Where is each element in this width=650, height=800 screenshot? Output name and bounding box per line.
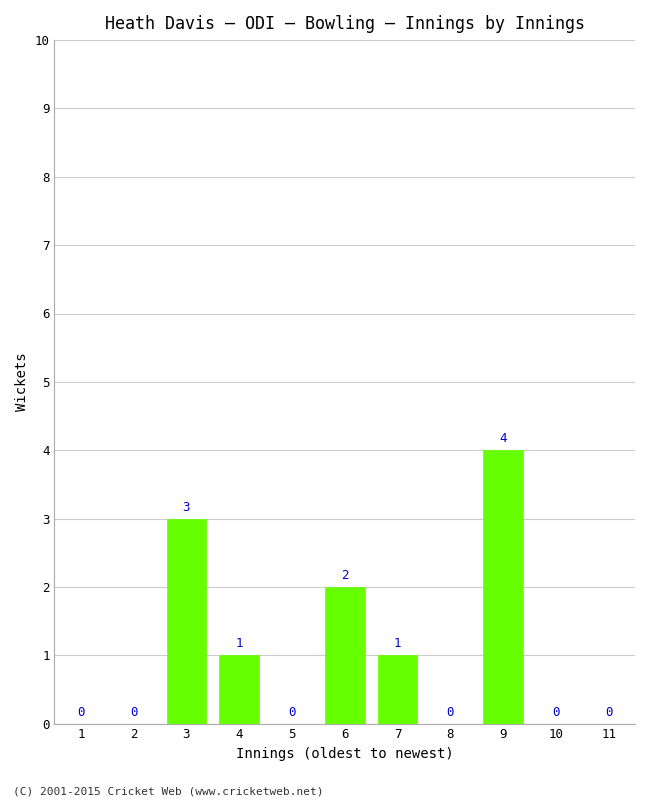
Text: 0: 0 — [130, 706, 137, 718]
Bar — [378, 655, 417, 723]
Title: Heath Davis – ODI – Bowling – Innings by Innings: Heath Davis – ODI – Bowling – Innings by… — [105, 15, 585, 33]
Text: 2: 2 — [341, 569, 348, 582]
Y-axis label: Wickets: Wickets — [15, 353, 29, 411]
Text: 0: 0 — [605, 706, 612, 718]
Bar — [325, 587, 365, 723]
Text: 0: 0 — [447, 706, 454, 718]
Text: 0: 0 — [77, 706, 84, 718]
X-axis label: Innings (oldest to newest): Innings (oldest to newest) — [236, 747, 454, 761]
Text: 1: 1 — [235, 638, 243, 650]
Text: 0: 0 — [288, 706, 296, 718]
Text: 1: 1 — [394, 638, 401, 650]
Bar — [483, 450, 523, 723]
Bar — [219, 655, 259, 723]
Text: 3: 3 — [183, 501, 190, 514]
Text: 0: 0 — [552, 706, 560, 718]
Bar — [166, 518, 206, 723]
Text: 4: 4 — [499, 433, 507, 446]
Text: (C) 2001-2015 Cricket Web (www.cricketweb.net): (C) 2001-2015 Cricket Web (www.cricketwe… — [13, 786, 324, 796]
